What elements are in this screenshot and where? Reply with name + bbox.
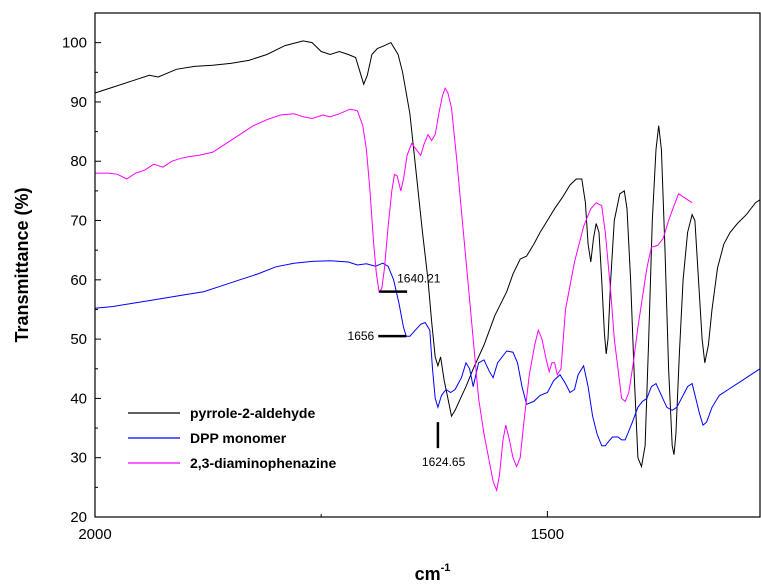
y-tick-label: 20: [70, 509, 87, 526]
y-tick-label: 100: [62, 35, 87, 52]
legend-label: 2,3-diaminophenazine: [190, 455, 336, 471]
x-axis: 2000 1500: [78, 511, 564, 543]
y-tick-label: 90: [70, 94, 87, 111]
legend: pyrrole-2-aldehyde DPP monomer 2,3-diamino…: [128, 405, 336, 471]
y-tick-label: 80: [70, 153, 87, 170]
peak-annotations: 1640.21 1656 1624.65: [348, 272, 466, 469]
series-line-1: [94, 260, 761, 447]
annotation-label: 1640.21: [397, 272, 441, 286]
x-tick-label: 1500: [531, 526, 564, 543]
x-axis-title: cm-1: [415, 562, 451, 584]
y-tick-label: 30: [70, 450, 87, 467]
y-axis-title: Transmittance (%): [12, 187, 32, 342]
series-line-0: [94, 40, 761, 469]
annotation-label: 1624.65: [422, 455, 466, 469]
y-axis: 20 30 40 50 60 70 80 90 100: [62, 35, 101, 526]
x-axis-title-main: cm: [415, 564, 441, 584]
series-lines: [94, 40, 761, 493]
y-tick-label: 60: [70, 272, 87, 289]
y-tick-label: 40: [70, 390, 87, 407]
y-tick-label: 70: [70, 213, 87, 230]
legend-label: pyrrole-2-aldehyde: [190, 405, 315, 421]
y-tick-label: 50: [70, 331, 87, 348]
series-line-2: [95, 87, 693, 493]
annotation-label: 1656: [348, 329, 375, 343]
plot-frame: [94, 12, 761, 518]
x-axis-title-superscript: -1: [441, 562, 451, 574]
x-tick-label: 2000: [78, 526, 111, 543]
legend-label: DPP monomer: [190, 430, 287, 446]
